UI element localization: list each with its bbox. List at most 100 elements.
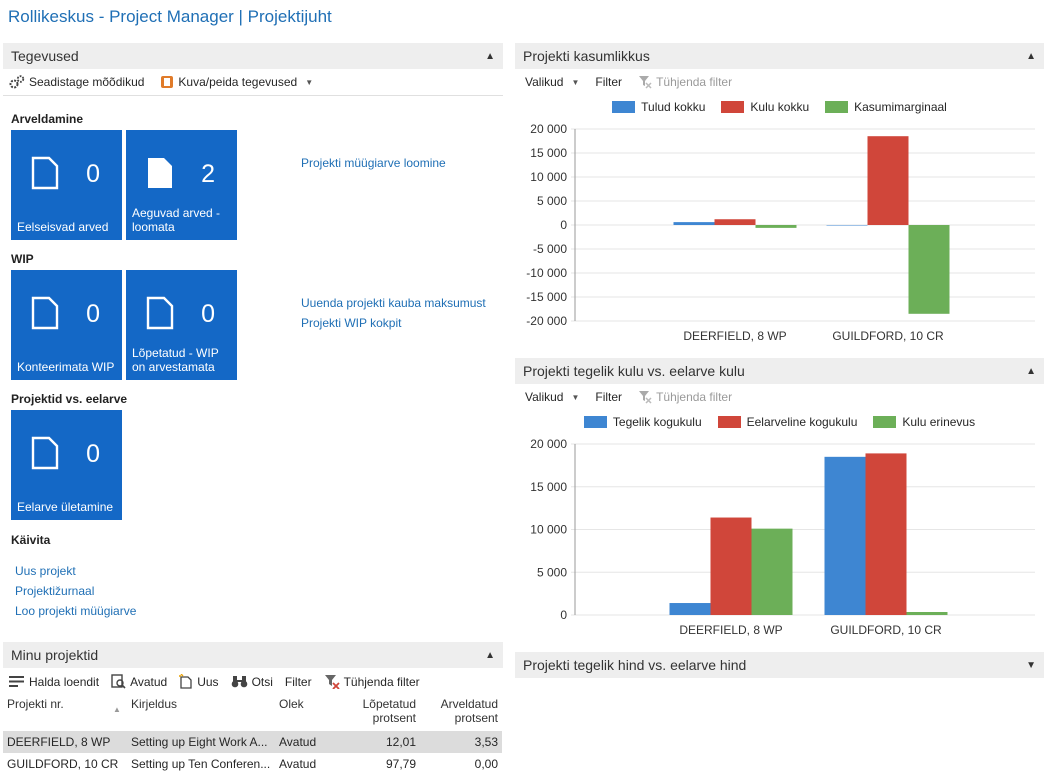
section-projects-vs-budget: Projektid vs. eelarve [11, 392, 128, 406]
bar [669, 603, 711, 615]
bar [751, 528, 793, 615]
cell-status: Avatud [275, 731, 340, 753]
activities-panel: Tegevused ▲ Seadistage mõõdikud Kuva/pei… [3, 43, 503, 628]
y-tick-label: -10 000 [526, 266, 567, 280]
collapse-up-icon[interactable]: ▲ [1026, 365, 1036, 377]
document-icon [31, 296, 59, 330]
profitability-panel: Projekti kasumlikkus ▲ Valikud ▼ Filter T… [515, 43, 1044, 119]
clear-filter-icon [324, 675, 340, 689]
tile-overdue-invoices[interactable]: 2 Aeguvad arved - loomata [126, 130, 237, 240]
cost-header[interactable]: Projekti tegelik kulu vs. eelarve kulu ▲ [515, 358, 1044, 384]
show-hide-activities-button[interactable]: Kuva/peida tegevused ▼ [160, 75, 313, 89]
chart-clear-filter-button[interactable]: Tühjenda filter [638, 75, 732, 89]
gears-icon [9, 75, 25, 89]
link-create-sales-invoice[interactable]: Loo projekti müügiarve [15, 604, 137, 618]
show-hide-label: Kuva/peida tegevused [178, 75, 298, 89]
cost-chart: 20 000 15 000 10 000 5 000 0 DEERFIELD, 8 WP G… [530, 437, 1035, 637]
options-dropdown[interactable]: Valikud ▼ [525, 75, 580, 89]
collapse-up-icon[interactable]: ▲ [485, 649, 495, 661]
new-document-icon [179, 674, 192, 689]
table-row[interactable]: GUILDFORD, 10 CR Setting up Ten Conferen… [3, 753, 502, 775]
cost-panel: Projekti tegelik kulu vs. eelarve kulu ▲… [515, 358, 1044, 434]
new-label: Uus [197, 674, 219, 689]
setup-cues-label: Seadistage mõõdikud [29, 75, 145, 89]
cell-percent-completed: 12,01 [340, 731, 420, 753]
x-tick-label: DEERFIELD, 8 WP [683, 329, 786, 343]
app-title: Rollikeskus - Project Manager | Projekti… [8, 7, 332, 26]
profitability-toolbar: Valikud ▼ Filter Tühjenda filter [515, 69, 1044, 95]
my-projects-header[interactable]: Minu projektid ▲ [3, 642, 503, 668]
y-tick-label: 5 000 [537, 194, 567, 208]
activities-toolbar: Seadistage mõõdikud Kuva/peida tegevused… [3, 69, 503, 96]
clear-filter-label: Tühjenda filter [343, 674, 420, 689]
options-dropdown[interactable]: Valikud ▼ [525, 390, 580, 404]
profitability-header[interactable]: Projekti kasumlikkus ▲ [515, 43, 1044, 69]
y-tick-label: 20 000 [530, 437, 567, 451]
chart-clear-filter-button[interactable]: Tühjenda filter [638, 390, 732, 404]
sort-ascending-icon: ▲ [113, 705, 121, 714]
table-row[interactable]: DEERFIELD, 8 WP Setting up Eight Work A.… [3, 731, 502, 753]
tile-count: 2 [201, 160, 215, 188]
document-filled-icon [148, 158, 172, 188]
tile-count: 0 [201, 300, 215, 328]
clear-filter-icon [639, 76, 652, 89]
tile-count: 0 [86, 300, 100, 328]
list-icon [9, 676, 24, 687]
y-tick-label: 10 000 [530, 170, 567, 184]
clear-filter-button[interactable]: Tühjenda filter [324, 674, 420, 689]
legend-swatch [721, 101, 745, 113]
legend-swatch [873, 416, 897, 428]
link-update-item-cost[interactable]: Uuenda projekti kauba maksumust [301, 296, 486, 310]
new-button[interactable]: Uus [179, 674, 219, 689]
link-new-project[interactable]: Uus projekt [15, 564, 76, 578]
open-view-icon [111, 674, 126, 689]
my-projects-toolbar: Halda loendit Avatud Uus Otsi Filter [3, 668, 503, 695]
tile-completed-wip[interactable]: 0 Lõpetatud - WIP on arvestamata [126, 270, 237, 380]
find-button[interactable]: Otsi [231, 675, 273, 689]
bar [673, 222, 715, 225]
expand-down-icon[interactable]: ▼ [1026, 659, 1036, 671]
filter-button[interactable]: Filter [285, 675, 312, 689]
setup-cues-button[interactable]: Seadistage mõõdikud [9, 75, 144, 89]
cost-toolbar: Valikud ▼ Filter Tühjenda filter [515, 384, 1044, 410]
bar [865, 453, 907, 615]
manage-list-button[interactable]: Halda loendit [9, 675, 99, 689]
activities-icon [161, 76, 174, 88]
cell-project-no[interactable]: DEERFIELD, 8 WP [3, 731, 127, 753]
y-tick-label: 0 [560, 608, 567, 622]
link-wip-cockpit[interactable]: Projekti WIP kokpit [301, 316, 402, 330]
price-header[interactable]: Projekti tegelik hind vs. eelarve hind ▼ [515, 652, 1044, 678]
link-create-project-invoice[interactable]: Projekti müügiarve loomine [301, 156, 446, 170]
column-header-project-no[interactable]: Projekti nr. ▲ [7, 697, 121, 714]
open-label: Avatud [130, 674, 168, 689]
bar [908, 225, 950, 314]
cell-project-no[interactable]: GUILDFORD, 10 CR [7, 757, 119, 771]
collapse-up-icon[interactable]: ▲ [485, 50, 495, 62]
tile-upcoming-invoices[interactable]: 0 Eelseisvad arved [11, 130, 122, 240]
open-button[interactable]: Avatud [111, 674, 167, 689]
column-header-status[interactable]: Olek [279, 697, 304, 711]
my-projects-title: Minu projektid [11, 647, 99, 663]
bar [710, 517, 752, 615]
chart-filter-button[interactable]: Filter [595, 75, 623, 89]
legend-item: Kulu erinevus [873, 415, 975, 429]
cell-status: Avatud [279, 757, 317, 771]
tile-label: Eelseisvad arved [17, 220, 109, 234]
column-header-percent-completed[interactable]: Lõpetatud protsent [362, 697, 416, 725]
link-project-journal[interactable]: Projektižurnaal [15, 584, 95, 598]
activities-header[interactable]: Tegevused ▲ [3, 43, 503, 69]
collapse-up-icon[interactable]: ▲ [1026, 50, 1036, 62]
tile-label: Lõpetatud - WIP on arvestamata [132, 346, 219, 374]
column-header-percent-invoiced[interactable]: Arveldatud protsent [440, 697, 498, 725]
profitability-title: Projekti kasumlikkus [523, 48, 650, 64]
section-wip: WIP [11, 252, 34, 266]
column-header-description[interactable]: Kirjeldus [131, 697, 178, 711]
tile-unposted-wip[interactable]: 0 Konteerimata WIP [11, 270, 122, 380]
legend-swatch [583, 416, 607, 428]
bar [867, 136, 909, 225]
y-tick-label: 15 000 [530, 146, 567, 160]
tile-budget-exceeded[interactable]: 0 Eelarve ületamine [11, 410, 122, 520]
y-tick-label: 15 000 [530, 480, 567, 494]
chart-filter-button[interactable]: Filter [595, 390, 623, 404]
cost-title: Projekti tegelik kulu vs. eelarve kulu [523, 363, 745, 379]
